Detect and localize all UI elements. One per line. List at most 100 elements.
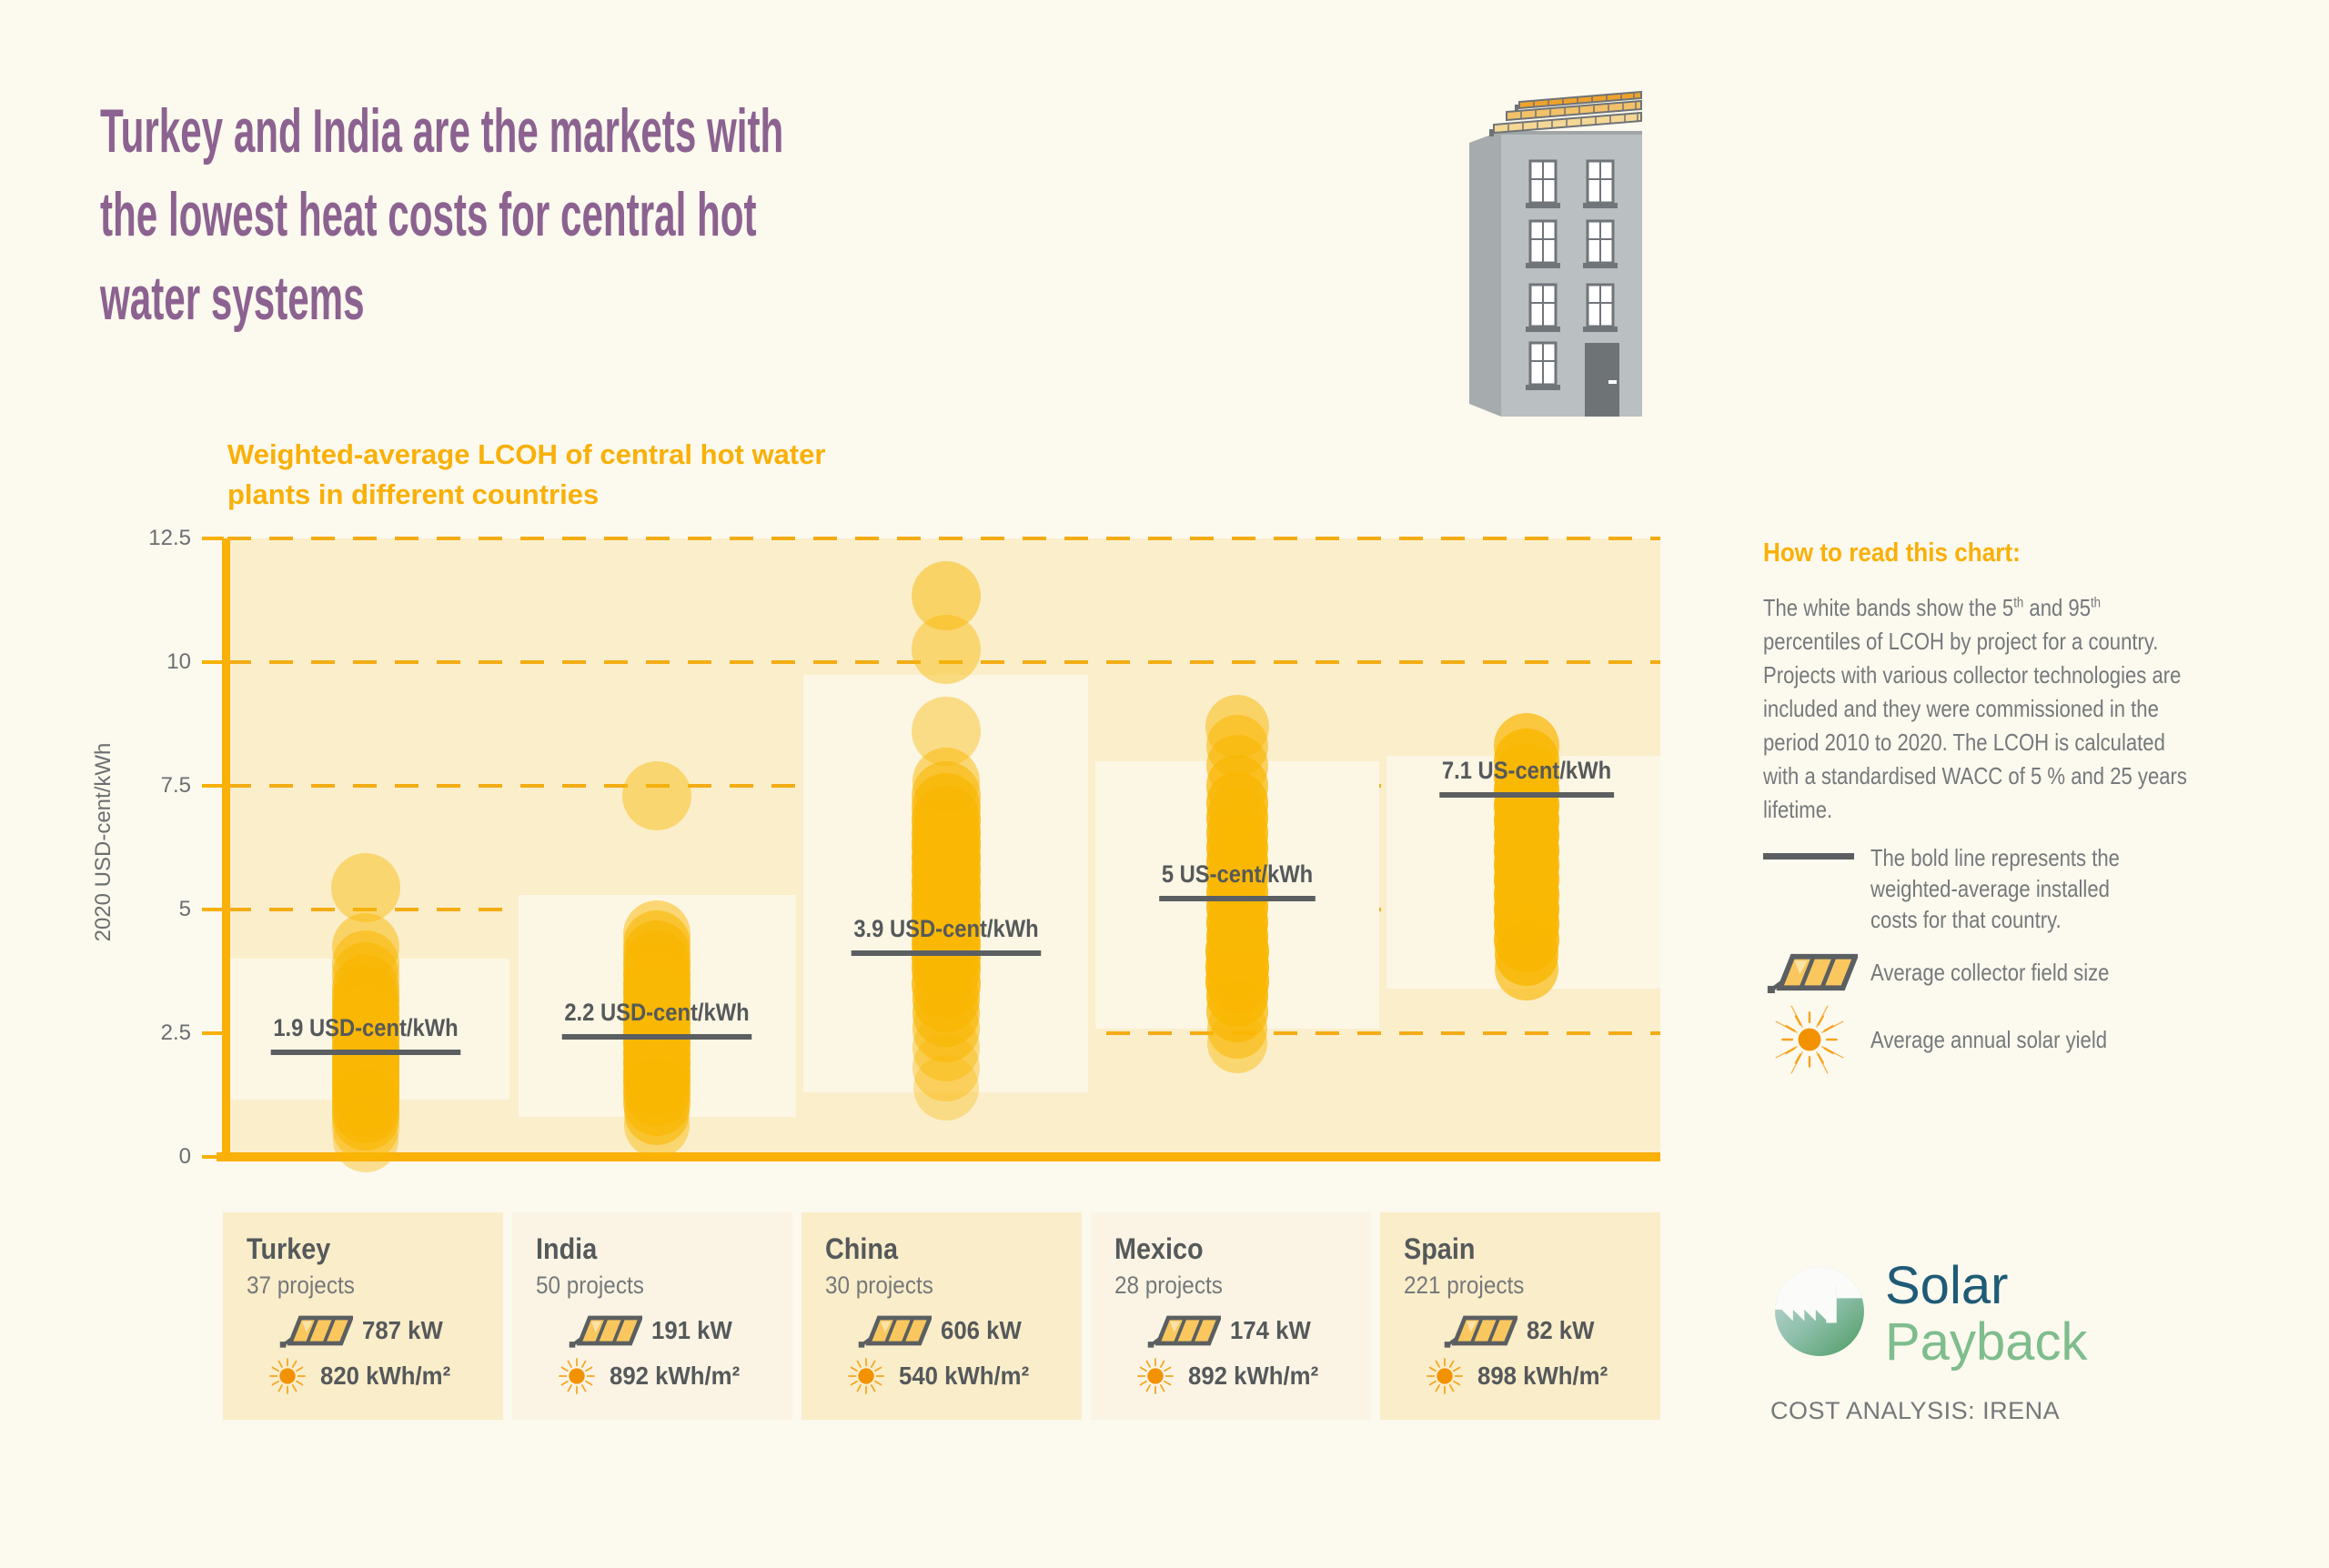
roof-solar-collectors-icon (1489, 91, 1642, 136)
card-country-name: Turkey (247, 1232, 331, 1265)
card-yield-value: 892 kWh/m² (1188, 1362, 1319, 1390)
x-axis-line (217, 1152, 1660, 1161)
page-title-line: Turkey and India are the markets with (100, 96, 784, 166)
chart-bubble (913, 1054, 979, 1121)
building-side-face (1469, 131, 1501, 417)
card-collector-value: 787 kW (361, 1316, 443, 1344)
chart-bubble (912, 1014, 980, 1082)
y-tick-mark (202, 537, 224, 540)
card-collector-value: 174 kW (1229, 1316, 1311, 1344)
howto-heading: How to read this chart: (1763, 538, 2021, 568)
tick-label: 7.5 (160, 773, 191, 798)
chart-bubble (912, 615, 981, 685)
y-tick-mark (202, 660, 224, 664)
card-yield-row: 820 kWh/m² (223, 1356, 503, 1396)
card-collector-value: 606 kW (940, 1316, 1022, 1344)
card-collector-row: 82 kW (1380, 1311, 1660, 1351)
gridline (227, 537, 1660, 540)
card-collector-value: 82 kW (1526, 1316, 1594, 1344)
card-yield-value: 540 kWh/m² (899, 1362, 1030, 1390)
card-collector-row: 191 kW (512, 1311, 792, 1351)
card-collector-value: 191 kW (650, 1316, 732, 1344)
page-title: Turkey and India are the markets with th… (100, 89, 1203, 340)
brand-name-solar: Solar (1885, 1256, 2009, 1315)
card-country-name: Mexico (1114, 1232, 1204, 1265)
card-project-count: 30 projects (825, 1271, 933, 1299)
building-illustration (1469, 91, 1642, 417)
legend-label: Average annual solar yield (1870, 1026, 2108, 1053)
average-line-label: 2.2 USD-cent/kWh (561, 999, 752, 1040)
collector-icon (1767, 953, 1858, 993)
average-line-label: 1.9 USD-cent/kWh (270, 1014, 461, 1055)
y-tick-mark (202, 784, 224, 788)
sun-icon (848, 1358, 885, 1394)
chart-bubble (622, 760, 691, 830)
tick-label: 12.5 (148, 526, 191, 550)
collector-icon (569, 1315, 642, 1348)
solar-payback-logo (1775, 1267, 1864, 1356)
chart-bubble (624, 1091, 690, 1158)
country-card: China 30 projects 606 kW 540 kWh/m² (802, 1212, 1082, 1420)
chart-bubble (1495, 937, 1558, 1001)
average-line-label: 3.9 USD-cent/kWh (851, 915, 1042, 956)
y-tick-mark (202, 1155, 224, 1159)
tick-label: 10 (166, 649, 191, 674)
card-yield-value: 820 kWh/m² (320, 1362, 451, 1390)
country-card: Spain 221 projects 82 kW 898 kWh/m² (1380, 1212, 1660, 1420)
card-project-count: 221 projects (1404, 1271, 1525, 1299)
card-country-name: China (825, 1232, 899, 1265)
sun-icon (1137, 1358, 1175, 1394)
legend-label: The bold line represents the weighted-av… (1870, 844, 2120, 933)
sun-icon (269, 1358, 307, 1394)
sun-icon (1427, 1358, 1464, 1394)
sun-icon (559, 1358, 596, 1394)
chart-title: Weighted-average LCOH of central hot wat… (227, 438, 826, 510)
gridline (227, 660, 1660, 664)
card-yield-row: 540 kWh/m² (802, 1356, 1082, 1396)
average-line-label: 5 US-cent/kWh (1159, 860, 1316, 901)
chart-bubble (912, 560, 981, 630)
country-card: India 50 projects 191 kW 892 kWh/m² (512, 1212, 792, 1420)
y-tick-mark (202, 908, 224, 911)
building-windows (1526, 159, 1618, 390)
collector-icon (858, 1315, 932, 1348)
chart-bubble (912, 1034, 980, 1102)
howto-body: The white bands show the 5th and 95th pe… (1763, 594, 2187, 823)
chart-bubble (912, 994, 980, 1062)
brand-name-payback: Payback (1885, 1312, 2088, 1372)
legend-label: Average collector field size (1870, 959, 2110, 986)
card-yield-row: 898 kWh/m² (1380, 1356, 1660, 1396)
cost-analysis-credit: COST ANALYSIS: IRENA (1770, 1397, 2061, 1424)
card-project-count: 50 projects (536, 1271, 644, 1299)
chart-bubble (332, 1093, 399, 1161)
card-collector-row: 787 kW (223, 1311, 503, 1351)
tick-label: 2.5 (160, 1020, 191, 1045)
card-yield-value: 898 kWh/m² (1477, 1362, 1608, 1390)
country-card: Turkey 37 projects 787 kW 820 kWh/m² (223, 1212, 503, 1420)
page-title-line: the lowest heat costs for central hot (100, 180, 757, 249)
y-axis-line (222, 538, 230, 1161)
building-door (1585, 343, 1619, 417)
card-project-count: 37 projects (247, 1271, 355, 1299)
country-card: Mexico 28 projects 174 kW 892 kWh/m² (1091, 1212, 1371, 1420)
collector-icon (1147, 1315, 1221, 1348)
card-yield-row: 892 kWh/m² (512, 1356, 792, 1396)
card-country-name: Spain (1404, 1232, 1476, 1265)
tick-label: 0 (178, 1144, 191, 1169)
y-tick-mark (202, 1031, 224, 1035)
card-yield-value: 892 kWh/m² (610, 1362, 741, 1390)
collector-icon (279, 1315, 353, 1348)
card-yield-row: 892 kWh/m² (1091, 1356, 1371, 1396)
card-country-name: India (536, 1232, 598, 1265)
card-collector-row: 174 kW (1091, 1311, 1371, 1351)
tick-label: 5 (178, 897, 191, 921)
chart-bubble (331, 852, 400, 922)
collector-icon (1444, 1315, 1517, 1348)
page-title-line: water systems (100, 264, 365, 333)
chart-bubble (1207, 998, 1267, 1059)
card-collector-row: 606 kW (802, 1311, 1082, 1351)
chart-bubble (333, 1106, 398, 1172)
chart-bubble (1207, 1012, 1267, 1073)
